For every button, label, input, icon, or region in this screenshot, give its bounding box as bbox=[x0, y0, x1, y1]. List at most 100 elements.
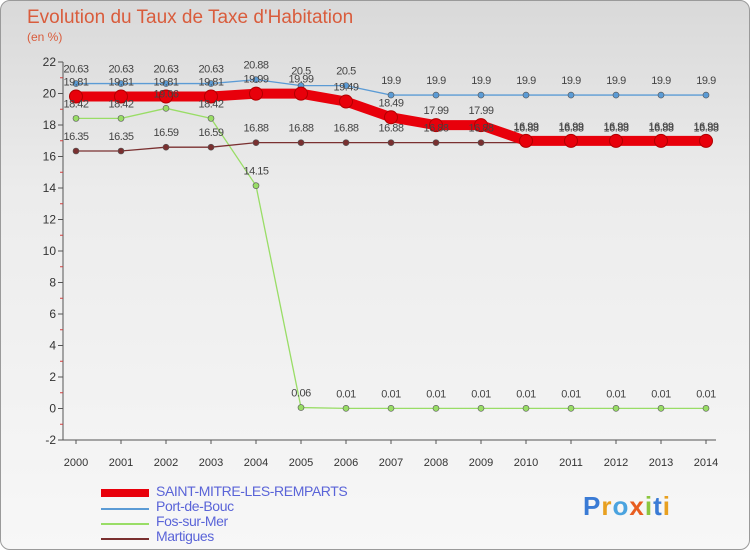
data-point bbox=[72, 115, 80, 122]
data-label: 16.88 bbox=[648, 123, 673, 135]
data-label: 19.81 bbox=[198, 76, 223, 88]
y-tick-label: 18 bbox=[43, 118, 57, 132]
data-label: 20.5 bbox=[336, 66, 356, 78]
data-label: 20.63 bbox=[108, 64, 133, 76]
data-point bbox=[432, 405, 440, 412]
data-label: 16.99 bbox=[603, 121, 628, 133]
data-label: 19.99 bbox=[288, 74, 313, 86]
y-tick-label: 20 bbox=[43, 87, 57, 101]
data-label: 0.01 bbox=[426, 388, 446, 400]
data-label: 0.01 bbox=[471, 388, 491, 400]
chart-title: Evolution du Taux de Taxe d'Habitation bbox=[27, 7, 354, 28]
data-point bbox=[297, 404, 305, 411]
data-point bbox=[339, 94, 353, 109]
data-point bbox=[657, 91, 665, 99]
data-point bbox=[432, 139, 440, 146]
data-label: 19.9 bbox=[606, 75, 626, 87]
data-label: 16.99 bbox=[513, 121, 538, 133]
data-label: 19.9 bbox=[561, 75, 581, 87]
data-label: 18.42 bbox=[198, 98, 223, 110]
data-point bbox=[117, 115, 125, 122]
legend-swatch-saint-mitre bbox=[101, 489, 149, 497]
data-label: 20.63 bbox=[63, 64, 88, 76]
data-point bbox=[252, 76, 260, 83]
logo-letter: i bbox=[662, 491, 671, 521]
data-label: 16.88 bbox=[558, 123, 583, 135]
data-point bbox=[519, 133, 533, 148]
y-tick-label: 22 bbox=[43, 55, 57, 69]
data-label: 0.01 bbox=[561, 388, 581, 400]
logo-letter: t bbox=[653, 491, 663, 521]
legend-label-port-de-bouc: Port-de-Bouc bbox=[156, 498, 234, 514]
data-point bbox=[387, 139, 395, 146]
y-tick-label: 0 bbox=[49, 402, 56, 416]
series-line bbox=[75, 107, 707, 409]
data-point bbox=[387, 91, 395, 99]
legend-swatch-fos-sur-mer bbox=[101, 523, 149, 525]
data-point bbox=[657, 405, 665, 412]
data-label: 0.01 bbox=[696, 388, 716, 400]
data-label: 16.59 bbox=[153, 127, 178, 139]
y-tick-label: 4 bbox=[49, 339, 56, 353]
data-point bbox=[294, 86, 308, 101]
data-label: 16.88 bbox=[243, 123, 268, 135]
data-label: 19.99 bbox=[243, 74, 268, 86]
data-point bbox=[252, 139, 260, 146]
x-tick-label: 2004 bbox=[244, 457, 268, 469]
logo-letter: r bbox=[601, 491, 613, 521]
x-tick-label: 2012 bbox=[604, 457, 628, 469]
y-tick-label: 8 bbox=[49, 276, 56, 290]
data-point bbox=[117, 80, 125, 87]
data-label: 16.99 bbox=[693, 121, 718, 133]
data-point bbox=[249, 86, 263, 101]
legend-swatch-port-de-bouc bbox=[101, 508, 149, 510]
logo-letter: i bbox=[644, 491, 654, 521]
data-point bbox=[342, 82, 350, 89]
data-point bbox=[477, 405, 485, 412]
data-label: 16.99 bbox=[648, 121, 673, 133]
data-point bbox=[342, 405, 350, 412]
legend-swatch-martigues bbox=[101, 538, 149, 540]
legend-label-saint-mitre: SAINT-MITRE-LES-REMPARTS bbox=[156, 483, 348, 499]
x-tick-label: 2003 bbox=[199, 457, 223, 469]
proxiti-logo: Proxiti bbox=[583, 491, 671, 522]
data-label: 16.88 bbox=[423, 123, 448, 135]
data-label: 19.06 bbox=[153, 88, 178, 100]
data-point bbox=[702, 405, 710, 412]
y-tick-label: -2 bbox=[45, 433, 56, 447]
data-label: 20.63 bbox=[153, 64, 178, 76]
y-tick-label: 16 bbox=[43, 150, 57, 164]
series-0 bbox=[69, 86, 713, 148]
y-tick-label: 10 bbox=[43, 244, 57, 258]
data-label: 18.42 bbox=[63, 98, 88, 110]
data-label: 20.63 bbox=[198, 64, 223, 76]
data-point bbox=[387, 405, 395, 412]
data-label: 19.9 bbox=[471, 75, 491, 87]
x-tick-label: 2011 bbox=[559, 457, 583, 469]
data-label: 16.35 bbox=[63, 131, 88, 143]
data-point bbox=[612, 91, 620, 99]
x-tick-label: 2005 bbox=[289, 457, 313, 469]
y-tick-label: 2 bbox=[49, 370, 56, 384]
data-point bbox=[162, 105, 170, 112]
y-tick-label: 14 bbox=[43, 181, 57, 195]
x-tick-label: 2008 bbox=[424, 457, 448, 469]
data-label: 0.01 bbox=[336, 388, 356, 400]
y-tick-label: 12 bbox=[43, 213, 57, 227]
data-label: 17.99 bbox=[423, 105, 448, 117]
series-1 bbox=[72, 76, 710, 99]
data-label: 19.81 bbox=[153, 76, 178, 88]
data-point bbox=[522, 91, 530, 99]
data-label: 19.9 bbox=[381, 75, 401, 87]
data-point bbox=[159, 89, 173, 104]
legend-label-martigues: Martigues bbox=[156, 528, 214, 544]
y-tick-label: 6 bbox=[49, 307, 56, 321]
data-point bbox=[162, 80, 170, 87]
data-point bbox=[207, 80, 215, 87]
data-point bbox=[117, 147, 125, 155]
data-point bbox=[429, 118, 443, 133]
x-tick-label: 2014 bbox=[694, 457, 718, 469]
data-point bbox=[72, 147, 80, 155]
data-label: 16.88 bbox=[513, 123, 538, 135]
